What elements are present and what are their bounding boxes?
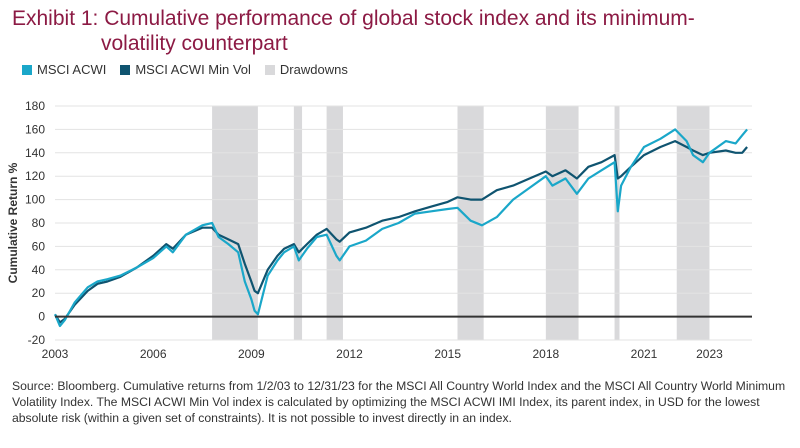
y-tick-label-0: 0 [38, 310, 45, 324]
y-tick-label-80: 80 [32, 216, 46, 230]
legend-label-acwi: MSCI ACWI [37, 62, 107, 77]
x-tick-label-2012: 2012 [336, 347, 363, 361]
y-tick-label-140: 140 [25, 146, 45, 160]
x-tick-label-2015: 2015 [434, 347, 461, 361]
y-tick-label-60: 60 [32, 239, 46, 253]
source-note: Source: Bloomberg. Cumulative returns fr… [12, 379, 786, 425]
y-tick-label-180: 180 [25, 99, 45, 113]
series-line-acwi [53, 128, 748, 328]
y-axis-label: Cumulative Return % [6, 162, 20, 283]
legend-swatch-acwi [22, 64, 32, 75]
legend-label-minvol: MSCI ACWI Min Vol [135, 62, 251, 77]
series-line-minvol [54, 139, 748, 324]
legend-swatch-drawdowns [264, 64, 275, 75]
x-tick-label-2006: 2006 [140, 347, 167, 361]
x-tick-label-2023: 2023 [696, 347, 723, 361]
y-tick-label-40: 40 [32, 263, 46, 277]
y-tick-label-160: 160 [25, 122, 45, 136]
legend-item-acwi: MSCI ACWI [22, 62, 106, 77]
legend-item-drawdowns: Drawdowns [264, 62, 348, 77]
legend-swatch-minvol [120, 64, 131, 75]
y-tick-label--20: -20 [28, 333, 46, 347]
y-tick-label-100: 100 [25, 193, 45, 207]
y-tick-label-120: 120 [25, 169, 45, 183]
chart-legend: MSCI ACWI MSCI ACWI Min Vol Drawdowns [22, 62, 362, 77]
x-tick-label-2009: 2009 [238, 347, 265, 361]
title-line-2: volatility counterpart [101, 32, 288, 55]
legend-item-minvol: MSCI ACWI Min Vol [120, 62, 251, 77]
x-tick-label-2018: 2018 [532, 347, 559, 361]
chart-title: Exhibit 1: Cumulative performance of glo… [12, 6, 712, 56]
line-chart: -20 0 20 40 60 80 100 120 140 160 180 2003 2006 2009 2… [6, 99, 752, 361]
x-tick-label-2003: 2003 [42, 347, 69, 361]
x-tick-label-2021: 2021 [631, 347, 658, 361]
title-line-1: Exhibit 1: Cumulative performance of glo… [12, 7, 695, 30]
y-tick-label-20: 20 [32, 286, 46, 300]
legend-label-drawdowns: Drawdowns [279, 62, 348, 77]
